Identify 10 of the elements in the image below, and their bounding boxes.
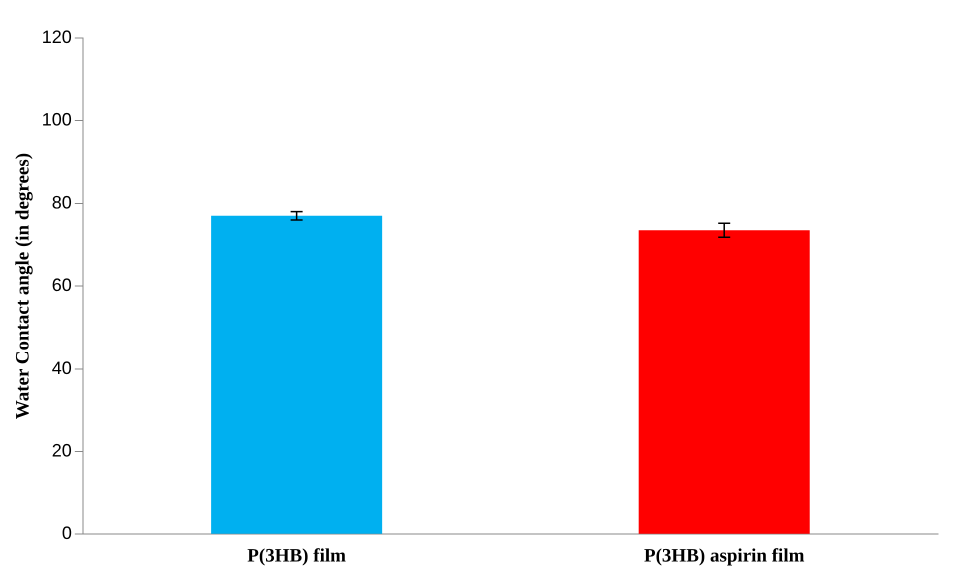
y-tick-label: 100	[42, 110, 72, 130]
y-tick-label: 80	[52, 192, 72, 212]
y-tick-label: 20	[52, 440, 72, 460]
x-tick-label: P(3HB) film	[247, 546, 346, 567]
y-tick-label: 120	[42, 26, 72, 47]
x-tick-label: P(3HB) aspirin film	[644, 546, 805, 567]
y-axis-title: Water Contact angle (in degrees)	[12, 152, 34, 420]
y-tick-label: 0	[62, 523, 72, 544]
y-tick-label: 40	[52, 358, 72, 378]
y-tick-label: 60	[52, 275, 72, 296]
